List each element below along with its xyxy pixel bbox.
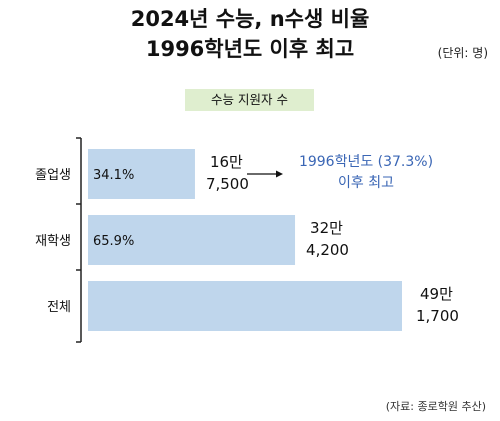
chart-title-line1: 2024년 수능, n수생 비율: [130, 7, 370, 31]
category-label: 전체: [47, 300, 71, 315]
annotation-arrow-head: [276, 170, 283, 178]
value-label-top: 16만: [210, 153, 243, 171]
value-label-top: 32만: [310, 219, 343, 237]
bar-2: [88, 215, 296, 265]
chart-title-line2: 1996학년도 이후 최고: [145, 37, 355, 61]
value-label-bottom: 1,700: [416, 307, 459, 325]
unit-label: (단위: 명): [437, 46, 488, 60]
value-label-top: 49만: [420, 285, 453, 303]
value-label-bottom: 7,500: [206, 175, 249, 193]
legend-badge: 수능 지원자 수: [185, 89, 314, 111]
share-label: 65.9%: [93, 234, 134, 249]
bar-3: [88, 281, 402, 331]
share-label: 34.1%: [93, 168, 134, 183]
source-note: (자료: 종로학원 추산): [385, 400, 486, 413]
annotation-line2: 이후 최고: [338, 175, 394, 191]
value-label-bottom: 4,200: [306, 241, 349, 259]
category-label: 재학생: [35, 234, 71, 249]
annotation-line1: 1996학년도 (37.3%): [299, 154, 433, 170]
bar-1: [88, 149, 195, 199]
category-label: 졸업생: [35, 168, 71, 183]
